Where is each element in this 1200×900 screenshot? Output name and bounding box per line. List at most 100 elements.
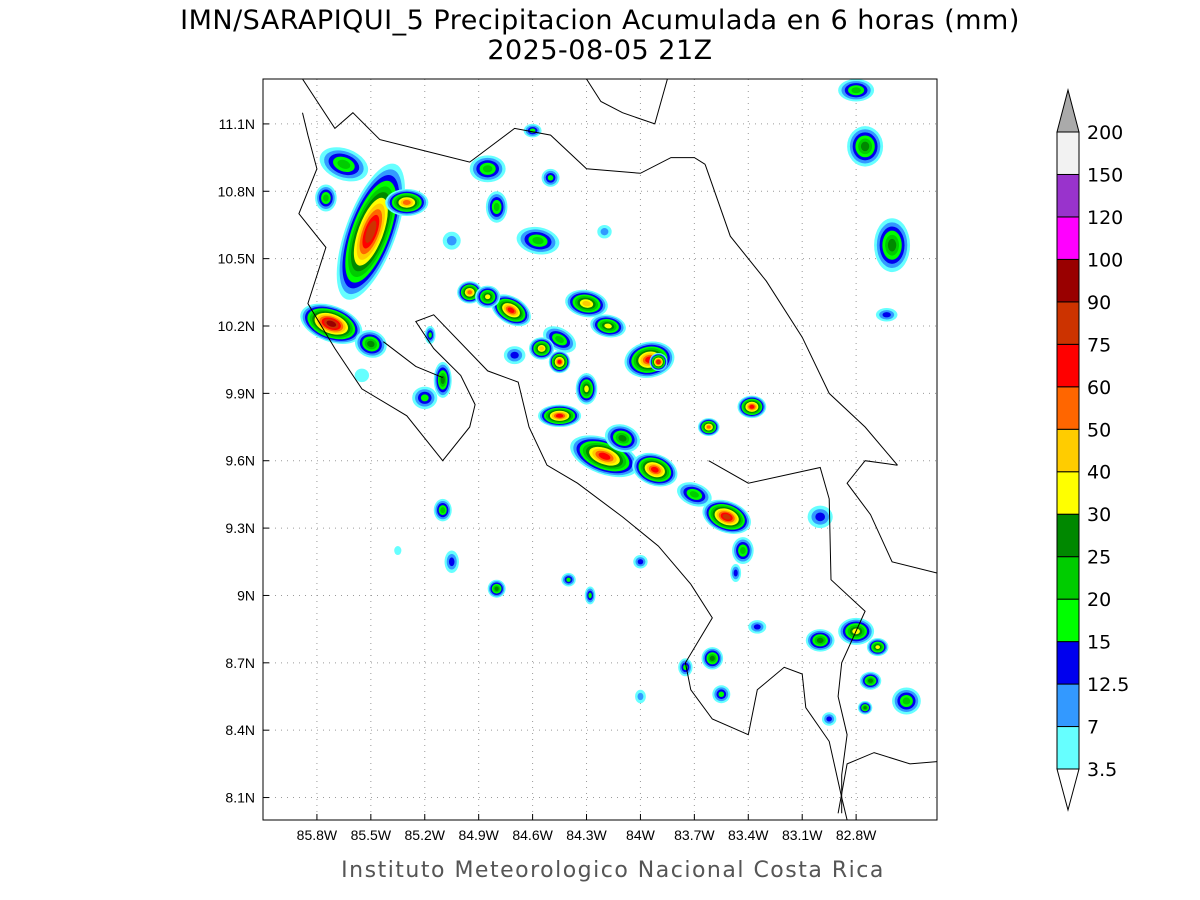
colorbar-label: 150 (1087, 164, 1123, 186)
lat-tick-label: 8.7N (225, 655, 255, 671)
colorbar-swatch (1056, 386, 1080, 430)
precip-contour (493, 202, 500, 212)
lat-tick-label: 8.4N (225, 722, 255, 738)
precip-contour (740, 546, 746, 555)
precip-cell (319, 147, 369, 182)
map-frame (262, 78, 938, 821)
colorbar-swatch (1056, 216, 1080, 260)
precip-cell (732, 537, 754, 565)
colorbar-swatch (1056, 513, 1080, 558)
lon-tick-label: 85.5W (351, 827, 392, 843)
precip-contour (851, 87, 861, 94)
precip-contour (749, 404, 755, 409)
precip-contour (494, 586, 499, 591)
precip-cell (529, 337, 555, 360)
precip-contour (532, 237, 544, 245)
precip-cell (632, 452, 678, 487)
precip-cell (503, 346, 526, 365)
lat-tick-label: 9.6N (225, 453, 255, 469)
colorbar-swatch (1056, 683, 1080, 728)
precip-cell (300, 303, 363, 344)
colorbar-swatch (1056, 301, 1080, 345)
precip-cell (859, 671, 882, 690)
precip-contour (326, 320, 337, 327)
longitude-axis: 85.8W 85.5W 85.2W 84.9W 84.6W 84.3W 84W 83.7W 83… (297, 814, 877, 843)
precip-cell (491, 294, 531, 327)
precip-contour (860, 141, 870, 152)
colorbar-swatch (1056, 343, 1080, 388)
title-line-2: 2025-08-05 21Z (487, 35, 712, 66)
colorbar-swatch (1056, 471, 1080, 515)
lat-tick-label: 10.2N (218, 318, 255, 334)
coastline-outline (298, 79, 937, 820)
precip-contour (367, 340, 375, 348)
precip-cell (590, 314, 626, 338)
precip-contour (706, 425, 711, 429)
lon-tick-label: 85.2W (405, 827, 446, 843)
precip-contour (354, 368, 370, 383)
lat-tick-label: 9.3N (225, 520, 255, 536)
coastline (704, 164, 898, 466)
colorbar-label: 90 (1087, 292, 1111, 314)
precip-contour (709, 655, 715, 661)
lat-tick-label: 10.8N (218, 183, 255, 199)
precipitation-field (300, 79, 921, 726)
precip-contour (584, 385, 589, 393)
latitude-axis: 11.1N 10.8N 10.5N 10.2N 9.9N 9.6N 9.3N 9N 8.7N 8.… (218, 116, 269, 806)
precip-contour (650, 466, 659, 473)
precip-contour (428, 332, 432, 338)
precip-cell (712, 685, 731, 704)
precip-cell (485, 191, 508, 223)
precip-cell (475, 285, 501, 309)
precip-cell (424, 326, 436, 344)
precip-contour (555, 335, 564, 343)
precip-cell (807, 505, 833, 529)
lon-tick-label: 83.4W (728, 827, 769, 843)
lat-tick-label: 10.5N (218, 251, 255, 267)
colorbar-label: 7 (1087, 717, 1099, 739)
precip-contour (882, 312, 891, 318)
precip-contour (510, 351, 519, 359)
precip-contour (337, 159, 351, 169)
precip-cell (487, 579, 506, 598)
precip-contour (448, 557, 455, 567)
precip-cell (649, 352, 668, 371)
precip-cell (385, 189, 429, 216)
precip-cell (635, 689, 646, 704)
coastline (383, 341, 443, 379)
lat-tick-label: 8.1N (225, 790, 255, 806)
precip-cell (541, 168, 560, 187)
precip-cell (394, 546, 402, 556)
precip-cell (838, 79, 875, 102)
lon-tick-label: 84.6W (512, 827, 553, 843)
colorbar-label: 20 (1087, 589, 1111, 611)
footer-credit: Instituto Meteorologico Nacional Costa R… (341, 858, 885, 883)
precip-contour (637, 692, 644, 701)
precip-contour (485, 294, 491, 300)
colorbar-label: 3.5 (1087, 759, 1117, 781)
precip-contour (598, 452, 611, 460)
colorbar-swatch (1056, 641, 1080, 685)
colorbar-label: 25 (1087, 547, 1111, 569)
precip-cell (847, 126, 884, 167)
colorbar-swatch (1056, 726, 1080, 770)
coastline (298, 112, 848, 820)
coastline (586, 79, 668, 125)
precip-contour (722, 514, 731, 520)
colorbar-label: 15 (1087, 632, 1111, 654)
precip-contour (637, 559, 644, 565)
precip-cell (561, 573, 576, 587)
precip-cell (537, 404, 582, 428)
precip-cell (433, 361, 452, 398)
coastline (846, 460, 937, 574)
colorbar-swatch (1056, 428, 1080, 473)
precip-contour (323, 194, 329, 202)
precip-cell (354, 330, 387, 358)
colorbar-top-arrow (1056, 88, 1080, 133)
precip-contour (539, 346, 545, 351)
colorbar-swatch (1056, 131, 1080, 175)
precip-cell (866, 638, 889, 657)
precip-cell (604, 424, 640, 453)
colorbar-label: 40 (1087, 462, 1111, 484)
